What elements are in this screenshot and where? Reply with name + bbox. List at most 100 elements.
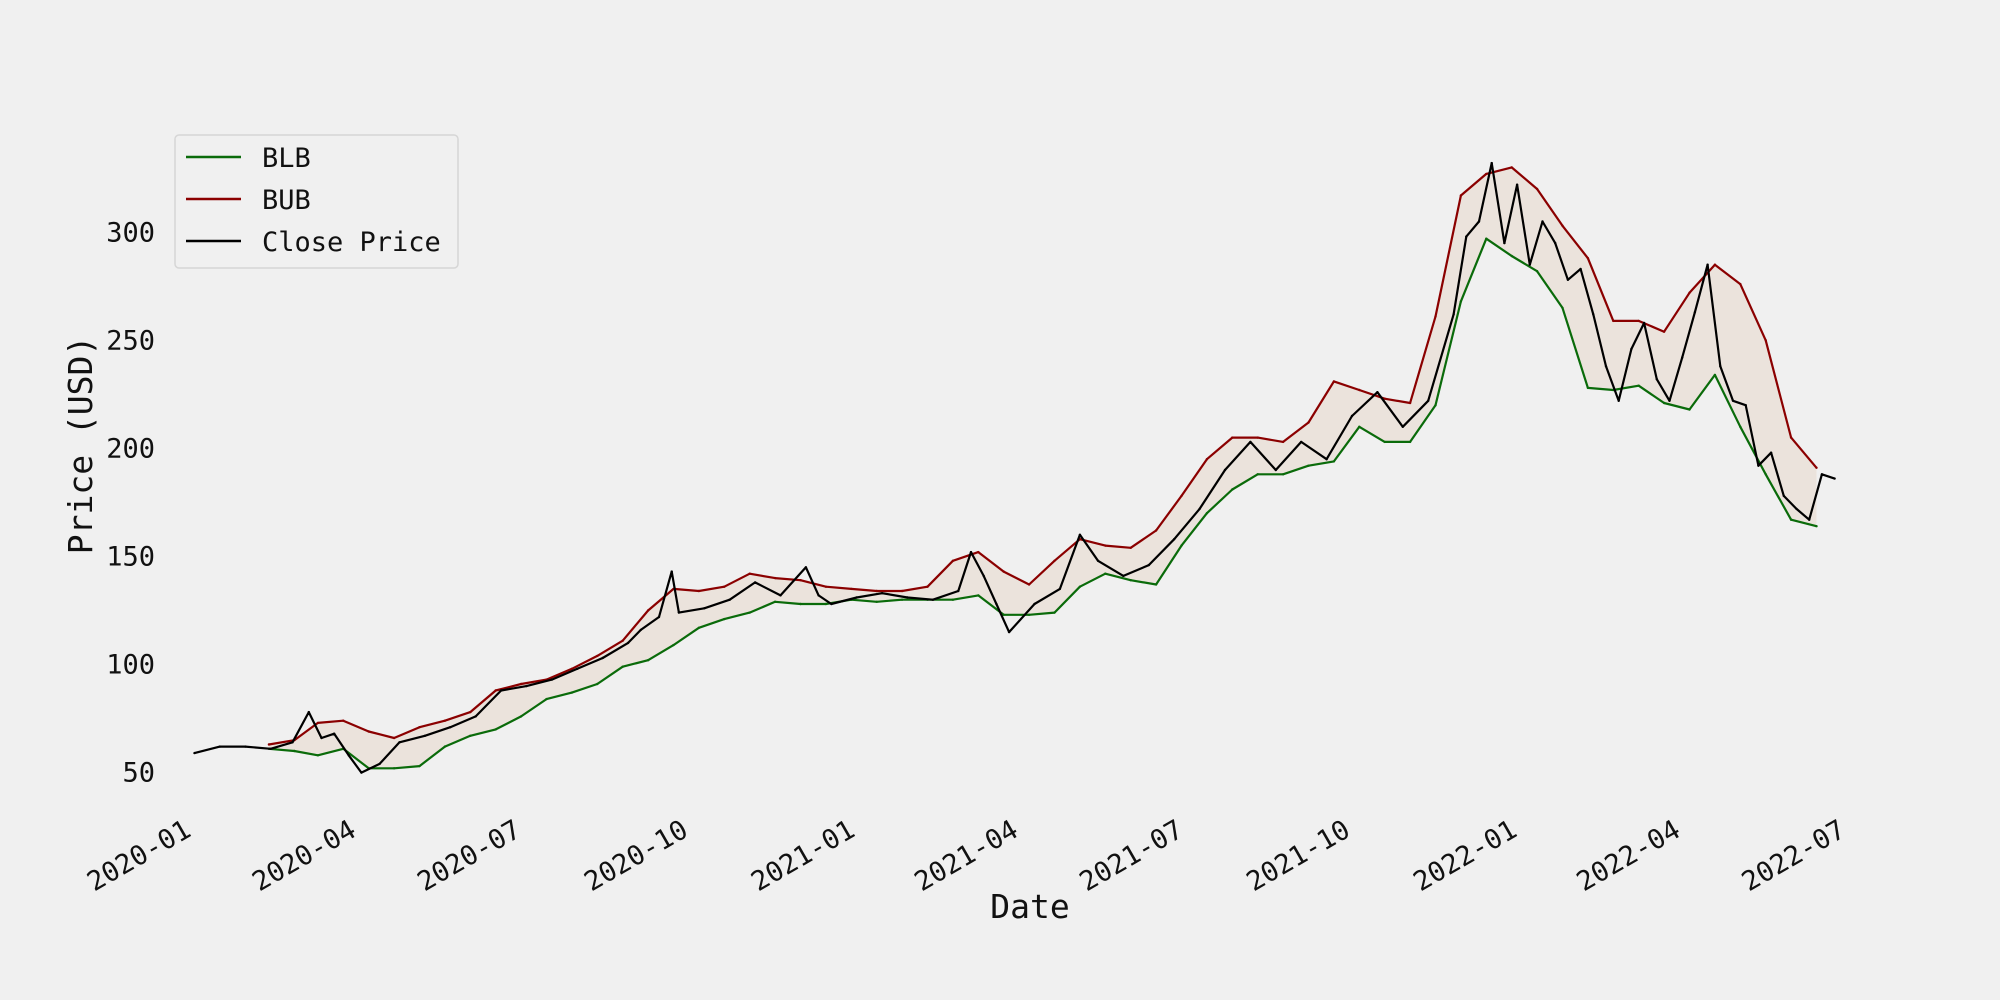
data-point-close-price-12: [423, 734, 427, 737]
data-point-blb-12: [570, 691, 574, 694]
data-point-close-price-65: [1541, 220, 1544, 223]
data-point-close-price-46: [1147, 563, 1151, 567]
data-point-close-price-54: [1350, 414, 1354, 418]
y-tick-label-250: 250: [106, 325, 155, 356]
data-point-close-price-20: [626, 641, 630, 645]
data-point-close-price-64: [1528, 263, 1532, 266]
data-point-bub-41: [1307, 421, 1310, 424]
data-point-bub-9: [494, 689, 497, 692]
data-point-bub-54: [1637, 319, 1640, 323]
data-point-bub-3: [342, 719, 345, 722]
data-point-close-price-78: [1706, 263, 1709, 266]
data-point-close-price-62: [1503, 241, 1506, 245]
data-point-blb-52: [1586, 386, 1590, 390]
data-point-bub-17: [697, 589, 701, 593]
data-point-bub-7: [443, 719, 447, 722]
data-point-close-price-57: [1427, 399, 1430, 402]
data-point-blb-18: [723, 617, 726, 621]
data-point-bub-30: [1027, 583, 1031, 586]
data-point-bub-12: [570, 667, 574, 670]
data-point-close-price-45: [1122, 574, 1125, 578]
series-lines-layer: [193, 161, 1836, 774]
data-point-blb-35: [1154, 583, 1158, 586]
data-point-bub-61: [1815, 466, 1818, 469]
data-point-blb-32: [1078, 585, 1082, 588]
data-point-bub-45: [1408, 401, 1412, 405]
data-point-close-price-17: [550, 678, 554, 681]
data-point-close-price-82: [1757, 464, 1760, 467]
data-point-close-price-59: [1465, 235, 1468, 238]
data-point-blb-16: [672, 643, 675, 647]
data-point-close-price-15: [499, 689, 503, 692]
data-point-bub-22: [824, 585, 828, 588]
data-point-close-price-70: [1604, 365, 1608, 368]
data-point-blb-19: [748, 611, 751, 614]
data-point-close-price-8: [347, 754, 350, 757]
data-point-close-price-77: [1693, 311, 1697, 314]
data-point-close-price-33: [880, 592, 884, 595]
data-point-bub-34: [1129, 546, 1132, 549]
data-point-bub-53: [1612, 319, 1615, 323]
data-point-bub-31: [1053, 559, 1056, 562]
data-point-close-price-66: [1554, 241, 1557, 245]
data-point-bub-4: [367, 730, 370, 733]
data-point-blb-33: [1104, 572, 1107, 575]
data-point-blb-20: [773, 600, 777, 603]
data-point-blb-14: [621, 665, 624, 668]
data-point-bub-18: [723, 585, 726, 588]
legend-frame: [174, 134, 459, 269]
data-point-blb-46: [1434, 404, 1437, 407]
data-point-bub-55: [1662, 330, 1666, 333]
data-point-close-price-31: [830, 602, 833, 606]
data-point-close-price-87: [1820, 473, 1824, 476]
data-point-close-price-85: [1795, 507, 1798, 511]
data-point-close-price-34: [906, 596, 909, 599]
data-point-bub-42: [1332, 380, 1336, 383]
data-point-close-price-49: [1223, 468, 1227, 472]
data-point-bub-39: [1256, 436, 1259, 439]
data-point-blb-2: [316, 754, 320, 757]
data-point-close-price-4: [291, 741, 294, 744]
data-point-close-price-10: [378, 762, 381, 766]
data-point-blb-27: [951, 598, 955, 601]
data-point-blb-9: [494, 728, 497, 731]
data-point-close-price-0: [193, 751, 196, 755]
data-point-close-price-16: [525, 684, 528, 688]
series-bub: [267, 166, 1818, 746]
data-point-bub-28: [977, 550, 980, 554]
data-point-close-price-40: [1007, 630, 1011, 634]
data-point-close-price-88: [1833, 477, 1836, 480]
data-point-close-price-47: [1173, 538, 1176, 541]
data-point-blb-55: [1662, 401, 1666, 405]
data-point-close-price-86: [1808, 518, 1811, 521]
data-point-close-price-53: [1325, 458, 1328, 461]
data-point-close-price-35: [931, 598, 935, 601]
data-point-close-price-42: [1058, 587, 1062, 591]
data-point-close-price-14: [474, 715, 477, 718]
data-point-close-price-72: [1630, 347, 1633, 351]
data-point-close-price-38: [982, 574, 985, 578]
data-point-blb-51: [1561, 306, 1564, 310]
data-point-blb-50: [1535, 270, 1539, 273]
data-point-bub-8: [469, 710, 472, 714]
data-point-blb-56: [1688, 408, 1691, 411]
data-point-blb-6: [418, 764, 421, 768]
data-point-close-price-24: [677, 611, 681, 614]
data-point-close-price-32: [855, 596, 858, 599]
data-point-bub-36: [1180, 494, 1183, 498]
data-point-close-price-22: [657, 615, 661, 619]
data-point-bub-6: [418, 726, 421, 729]
data-point-bub-44: [1383, 397, 1386, 400]
data-point-bub-2: [316, 721, 320, 725]
data-point-bub-48: [1485, 172, 1488, 176]
data-point-blb-1: [293, 749, 296, 753]
data-point-blb-8: [469, 734, 472, 737]
data-point-bub-14: [621, 639, 624, 642]
legend-label-blb: BLB: [262, 143, 311, 174]
data-point-bub-52: [1586, 257, 1590, 260]
data-point-blb-38: [1231, 488, 1234, 491]
data-point-close-price-74: [1655, 378, 1659, 381]
data-point-close-price-44: [1096, 559, 1100, 562]
data-point-close-price-76: [1681, 356, 1684, 359]
